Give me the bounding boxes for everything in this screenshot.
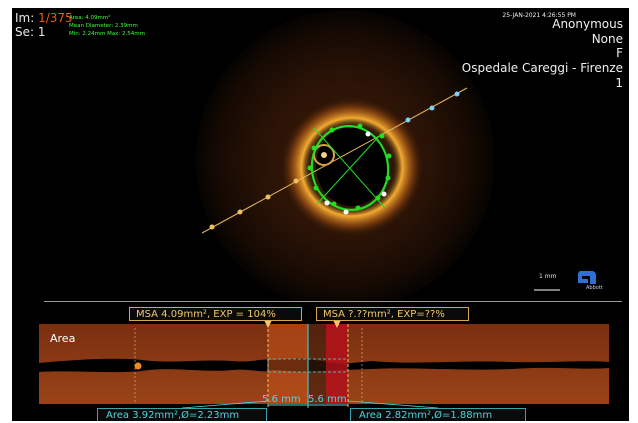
msa-label-left[interactable]: MSA 4.09mm², EXP = 104% [129, 307, 302, 321]
acquisition-date: 25-JAN-2021 4:26:55 PM [502, 12, 576, 19]
image-index: Im: 1/375 [15, 11, 73, 25]
patient-name: Anonymous [552, 17, 623, 31]
area-left-connector [181, 400, 269, 409]
institution-name: Ospedale Careggi - Firenze [461, 61, 623, 75]
view-divider [44, 301, 622, 302]
contour-points [307, 123, 392, 211]
stent-struts [324, 131, 387, 215]
image-index-value: 1/375 [38, 11, 73, 25]
msa-marker-right[interactable] [333, 320, 341, 328]
length-label-right: 5.6 mm [308, 394, 347, 405]
area-label-right[interactable]: Area 2.82mm²,Ø=1.88mm [350, 408, 526, 421]
area-right-connector [347, 400, 439, 409]
series-index: Se: 1 [15, 25, 46, 39]
stent-segment [268, 324, 308, 404]
guide-dots [209, 91, 460, 230]
catheter-center [321, 152, 327, 158]
msa-marker-left[interactable] [264, 320, 272, 328]
measurement-area: Area: 4.09mm² [69, 15, 111, 21]
longitudinal-cursor[interactable] [134, 362, 142, 370]
length-label-left: 5.6 mm [262, 394, 301, 405]
oct-graphics [39, 10, 609, 409]
highlight-frame-region [326, 324, 348, 404]
image-index-label: Im: [15, 11, 35, 25]
abbott-logo [577, 271, 596, 284]
longitudinal-track-label: Area [50, 332, 76, 345]
patient-sex: F [616, 46, 623, 60]
stent-segment-dark [308, 324, 326, 404]
min-diameter-line [316, 132, 383, 205]
oct-viewer: Im: 1/375 Se: 1 Area: 4.09mm² Mean Diame… [12, 8, 629, 421]
patient-id: None [591, 32, 623, 46]
scale-bar-label: 1 mm [539, 273, 557, 280]
measurement-mean-diameter: Mean Diameter: 2.39mm [69, 23, 138, 29]
measurement-min-max: Min: 2.24mm Max: 2.54mm [69, 31, 146, 37]
msa-label-right[interactable]: MSA ?.??mm², EXP=??% [316, 307, 469, 321]
area-label-left[interactable]: Area 3.92mm²,Ø=2.23mm [97, 408, 267, 421]
run-number: 1 [615, 76, 623, 90]
guide-line [201, 87, 468, 234]
abbott-wordmark: Abbott [586, 285, 603, 291]
